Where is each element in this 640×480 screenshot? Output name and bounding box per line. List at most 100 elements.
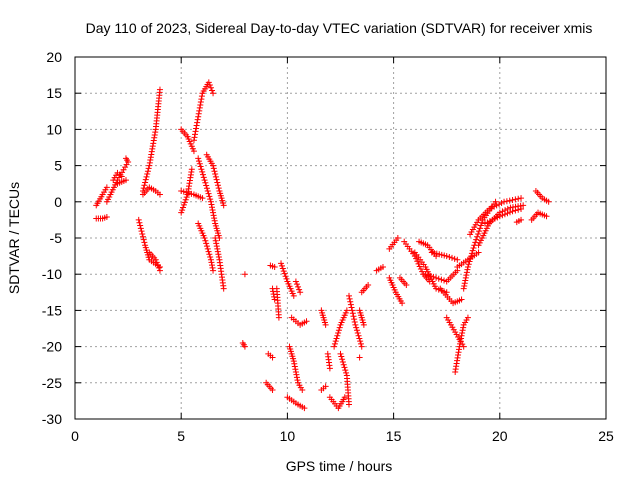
data-point: [202, 179, 209, 186]
data-point: [220, 202, 227, 209]
data-point: [355, 332, 362, 339]
data-point: [156, 191, 163, 198]
data-point: [210, 267, 217, 274]
data-point: [417, 266, 424, 273]
data-point: [291, 360, 298, 367]
data-point: [196, 107, 203, 114]
data-segment: [267, 262, 278, 270]
data-point: [433, 274, 440, 281]
data-point: [475, 249, 482, 256]
data-point: [210, 162, 217, 169]
data-point: [353, 324, 360, 331]
data-point: [343, 369, 350, 376]
data-point: [403, 282, 410, 289]
data-point: [188, 166, 195, 173]
data-point: [462, 277, 469, 284]
data-point: [342, 367, 349, 374]
x-tick-label: 15: [386, 428, 402, 444]
data-point: [193, 125, 200, 132]
data-point: [422, 271, 429, 278]
x-tick-label: 0: [71, 428, 79, 444]
data-point: [291, 363, 298, 370]
data-segment: [422, 267, 461, 285]
data-point: [499, 212, 506, 219]
data-point: [465, 261, 472, 268]
data-point: [208, 201, 215, 208]
data-point: [271, 293, 278, 300]
data-point: [350, 313, 357, 320]
data-point: [207, 254, 214, 261]
data-segment: [528, 209, 550, 223]
data-point: [449, 254, 456, 261]
data-point: [203, 185, 210, 192]
data-point: [195, 158, 202, 165]
data-point: [357, 338, 364, 345]
data-point: [346, 295, 353, 302]
chart-title: Day 110 of 2023, Sidereal Day-to-day VTE…: [86, 20, 593, 36]
data-point: [292, 366, 299, 373]
data-segment: [437, 285, 465, 307]
x-tick-label: 20: [492, 428, 508, 444]
data-point: [492, 198, 499, 205]
data-point: [103, 214, 110, 221]
data-point: [352, 321, 359, 328]
y-tick-label: -15: [42, 302, 62, 318]
data-point: [457, 338, 464, 345]
data-point: [118, 173, 125, 180]
data-point: [464, 314, 471, 321]
data-point: [474, 233, 481, 240]
data-point: [295, 283, 302, 290]
data-point: [468, 250, 475, 257]
data-segment: [331, 307, 350, 350]
data-segment: [212, 235, 227, 292]
data-point: [180, 201, 187, 208]
y-tick-label: 10: [46, 121, 62, 137]
data-point: [207, 256, 214, 263]
data-point: [477, 222, 484, 229]
data-point: [193, 122, 200, 129]
data-point: [212, 237, 219, 244]
data-point: [198, 96, 205, 103]
data-point: [155, 264, 162, 271]
data-point: [201, 235, 208, 241]
data-point: [290, 358, 297, 365]
data-point: [476, 225, 483, 232]
data-segment: [386, 235, 401, 252]
y-tick-label: -10: [42, 266, 62, 282]
data-point: [198, 93, 205, 100]
data-point: [207, 84, 214, 91]
data-point: [212, 171, 219, 178]
data-point: [476, 228, 483, 235]
data-point: [195, 110, 202, 117]
data-point: [212, 235, 219, 241]
data-point: [354, 330, 361, 337]
data-point: [357, 340, 364, 347]
data-point: [210, 165, 217, 172]
data-point: [205, 79, 212, 86]
data-point: [518, 195, 525, 202]
data-point: [349, 307, 356, 314]
data-point: [296, 286, 303, 293]
data-point: [180, 188, 187, 195]
data-point: [301, 405, 308, 412]
data-point: [515, 195, 522, 202]
data-point: [136, 219, 143, 226]
data-point: [275, 314, 282, 321]
data-point: [322, 321, 329, 328]
data-point: [543, 213, 550, 220]
data-segment: [452, 314, 471, 375]
data-point: [427, 273, 434, 280]
data-point: [293, 371, 300, 378]
y-tick-label: 20: [46, 49, 62, 65]
data-segment: [139, 184, 163, 198]
data-segment: [278, 260, 297, 299]
data-point: [207, 196, 214, 203]
data-point: [196, 160, 203, 167]
data-segment: [358, 282, 372, 296]
data-point: [241, 343, 248, 350]
y-axis-label: SDTVAR / TECUs: [6, 182, 22, 294]
data-segment: [195, 155, 223, 241]
data-point: [343, 307, 350, 314]
grid-layer: [75, 57, 606, 419]
data-point: [194, 116, 201, 123]
